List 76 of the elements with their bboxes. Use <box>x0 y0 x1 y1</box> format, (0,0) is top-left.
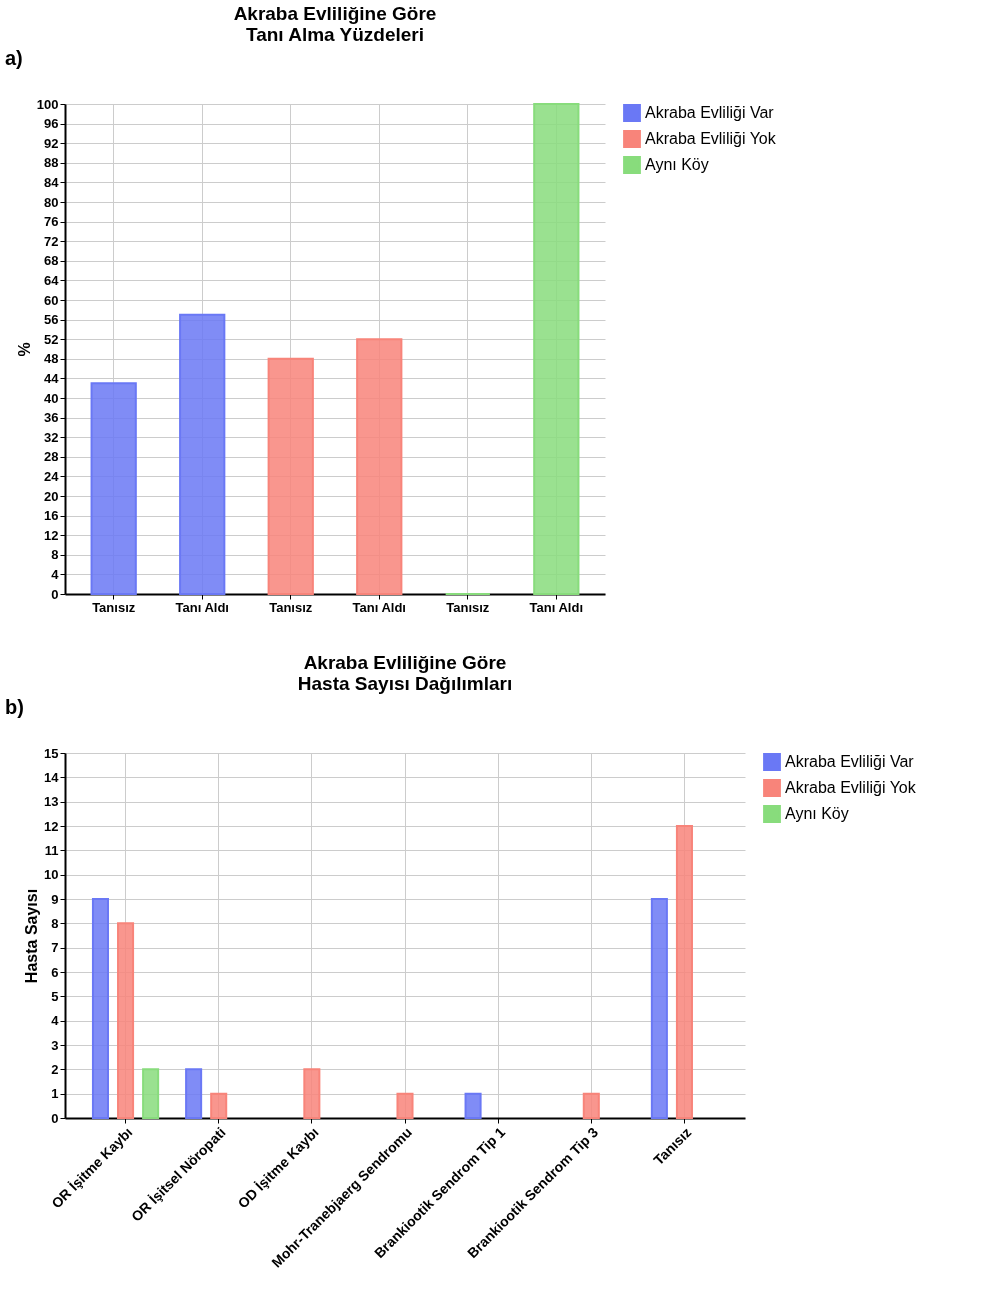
text: a) <box>5 47 23 69</box>
y-tick-label: 6 <box>51 964 59 980</box>
y-tick-label: 1 <box>51 1086 59 1102</box>
y-tick-label: 2 <box>51 1061 59 1077</box>
bar <box>582 1092 600 1119</box>
y-tick-label: 64 <box>44 272 60 288</box>
chart-title: Akraba Evliliğine Göre Tanı Alma Yüzdeleri <box>233 3 437 45</box>
y-tick-label: 15 <box>44 745 59 761</box>
y-tick-label: 8 <box>51 915 59 931</box>
y-tick-label: 12 <box>44 818 59 834</box>
y-axis-title: % <box>15 342 33 357</box>
bar <box>356 338 403 595</box>
legend-label: Akraba Evliliği Yok <box>785 779 917 796</box>
y-tick-label: 68 <box>44 253 59 269</box>
y-tick-label: 0 <box>51 1110 59 1126</box>
bar <box>396 1092 414 1119</box>
y-tick-label: 48 <box>44 351 59 367</box>
y-tick-label: 36 <box>44 410 59 426</box>
chart-title: Akraba Evliliğine Göre Hasta Sayısı Dağılımları <box>297 652 513 694</box>
bar <box>142 1068 160 1119</box>
y-tick-label: 0 <box>51 586 59 602</box>
x-tick-label: Tanı Aldı <box>175 599 229 615</box>
y-tick-label: 92 <box>44 135 59 151</box>
bar <box>179 313 226 595</box>
y-tick-label: 96 <box>44 116 59 132</box>
legend-label: Aynı Köy <box>785 805 849 822</box>
y-tick-label: 3 <box>51 1037 59 1053</box>
bar <box>675 825 693 1119</box>
bar <box>267 357 314 595</box>
x-tick-label: Tanısız <box>446 599 490 615</box>
x-tick-label: Tanısız <box>92 599 136 615</box>
y-tick-label: 80 <box>44 194 59 210</box>
y-tick-label: 56 <box>44 312 59 328</box>
bar <box>117 922 135 1119</box>
y-tick-label: 28 <box>44 449 59 465</box>
bar <box>90 382 137 595</box>
x-tick-label: Tanı Aldı <box>529 599 584 615</box>
y-tick-label: 100 <box>36 96 59 112</box>
y-tick-label: 7 <box>51 940 59 956</box>
y-tick-label: 44 <box>44 370 60 386</box>
y-tick-label: 60 <box>44 292 59 308</box>
y-tick-label: 76 <box>44 214 59 230</box>
y-tick-label: 52 <box>44 331 59 347</box>
y-tick-label: 8 <box>51 547 59 563</box>
legend-label: Akraba Evliliği Yok <box>645 130 777 147</box>
bar <box>210 1092 228 1119</box>
y-tick-label: 12 <box>44 527 59 543</box>
y-tick-label: 72 <box>44 233 59 249</box>
y-tick-label: 16 <box>44 508 59 524</box>
y-tick-label: 4 <box>51 566 60 582</box>
bar <box>91 898 109 1119</box>
y-tick-label: 40 <box>44 390 59 406</box>
y-tick-label: 4 <box>51 1013 60 1029</box>
legend-label: Akraba Evliliği Var <box>645 104 775 121</box>
text: b) <box>5 696 24 718</box>
y-tick-label: 84 <box>44 174 60 190</box>
bar <box>650 898 668 1119</box>
bar <box>464 1092 482 1119</box>
y-axis-title: Hasta Sayısı <box>23 888 41 984</box>
legend-label: Aynı Köy <box>645 156 709 173</box>
x-tick-label: Tanısız <box>269 599 313 615</box>
bar <box>533 103 580 595</box>
y-tick-label: 20 <box>44 488 59 504</box>
y-tick-label: 14 <box>44 769 60 785</box>
y-tick-label: 32 <box>44 429 59 445</box>
y-tick-label: 9 <box>51 891 59 907</box>
y-tick-label: 24 <box>44 468 60 484</box>
y-tick-label: 13 <box>44 794 59 810</box>
y-tick-label: 88 <box>44 155 59 171</box>
legend-label: Akraba Evliliği Var <box>785 753 915 770</box>
y-tick-label: 11 <box>44 842 59 858</box>
bar <box>303 1068 321 1119</box>
y-tick-label: 5 <box>51 988 59 1004</box>
bar <box>185 1068 203 1119</box>
y-tick-label: 10 <box>44 867 59 883</box>
x-tick-label: Tanı Aldı <box>352 599 406 615</box>
